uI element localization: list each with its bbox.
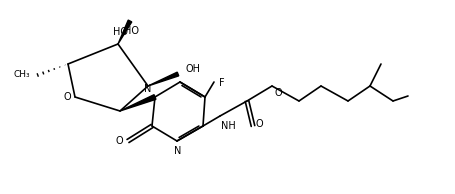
Polygon shape xyxy=(120,95,156,111)
Text: HO: HO xyxy=(124,26,139,36)
Text: O: O xyxy=(115,136,123,146)
Text: CH₃: CH₃ xyxy=(13,70,30,80)
Polygon shape xyxy=(148,72,178,86)
Text: O: O xyxy=(255,119,263,129)
Text: O: O xyxy=(274,88,282,98)
Text: O: O xyxy=(63,92,71,102)
Text: F: F xyxy=(218,78,224,88)
Text: HO: HO xyxy=(113,27,128,37)
Text: NH: NH xyxy=(221,121,235,131)
Text: N: N xyxy=(143,84,151,94)
Text: N: N xyxy=(174,146,181,156)
Text: OH: OH xyxy=(186,64,201,74)
Polygon shape xyxy=(118,20,131,44)
